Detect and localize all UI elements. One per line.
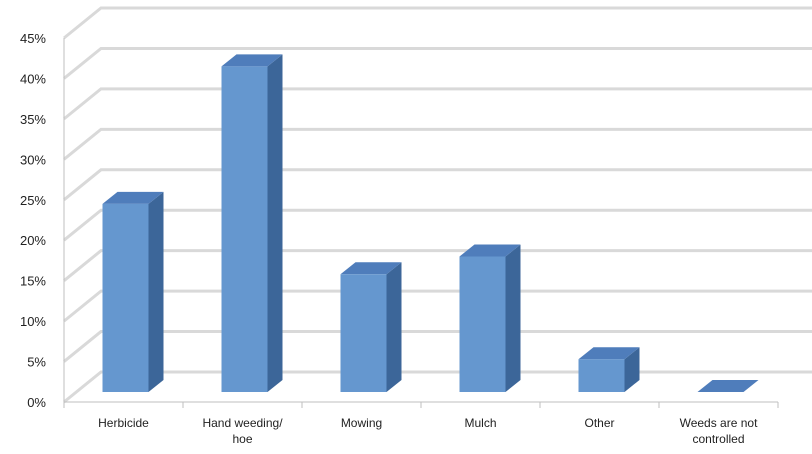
y-tick-label: 0% — [27, 395, 46, 410]
bar-top — [578, 347, 640, 360]
gridline — [63, 168, 812, 201]
y-tick-label: 5% — [27, 355, 46, 370]
y-tick-label: 30% — [20, 152, 46, 167]
gridline — [63, 127, 812, 161]
gridline — [63, 370, 812, 404]
bar — [102, 191, 164, 392]
labels: 0% 5% 10% 15% 20% 25% 30% 35% 40% 45% Herbicide Han… — [20, 31, 758, 446]
bars — [102, 54, 759, 393]
bar — [221, 54, 283, 393]
bar-side — [624, 347, 640, 392]
axes — [63, 38, 779, 408]
bar — [697, 380, 759, 392]
bar-front — [340, 274, 387, 392]
bar-front — [102, 203, 149, 392]
bar-top — [221, 54, 283, 67]
bar-side — [505, 244, 521, 392]
x-tick-label: Weeds are not controlled — [680, 416, 758, 446]
gridline — [63, 208, 812, 242]
bar-side — [148, 191, 164, 392]
bar-top — [697, 380, 759, 392]
gridline — [63, 289, 812, 323]
bar-side — [386, 262, 402, 392]
bar — [578, 347, 640, 392]
gridline — [63, 87, 812, 121]
bar-side — [267, 54, 283, 393]
gridline — [63, 6, 812, 40]
x-tick-label: Herbicide — [98, 416, 149, 430]
y-tick-label: 25% — [20, 193, 46, 208]
y-tick-label: 35% — [20, 112, 46, 127]
bar-front — [221, 66, 268, 393]
gridline — [63, 46, 812, 80]
bar — [340, 262, 402, 392]
y-tick-label: 20% — [20, 233, 46, 248]
y-tick-label: 45% — [20, 31, 46, 46]
y-tick-label: 40% — [20, 71, 46, 86]
x-tick-label: Other — [584, 416, 614, 430]
bar — [459, 244, 521, 392]
bar-top — [340, 262, 402, 275]
x-tick-label: Mowing — [341, 416, 382, 430]
bar-top — [459, 244, 521, 257]
x-tick-label: Hand weeding/hoe — [202, 416, 283, 446]
bar-top — [102, 191, 164, 204]
gridline — [63, 249, 812, 282]
bar-front — [459, 256, 506, 392]
y-tick-label: 10% — [20, 314, 46, 329]
gridline — [63, 330, 812, 363]
bar-front — [578, 359, 625, 392]
y-tick-label: 15% — [20, 274, 46, 289]
x-tick-label: Mulch — [464, 416, 496, 430]
gridlines — [63, 6, 812, 404]
